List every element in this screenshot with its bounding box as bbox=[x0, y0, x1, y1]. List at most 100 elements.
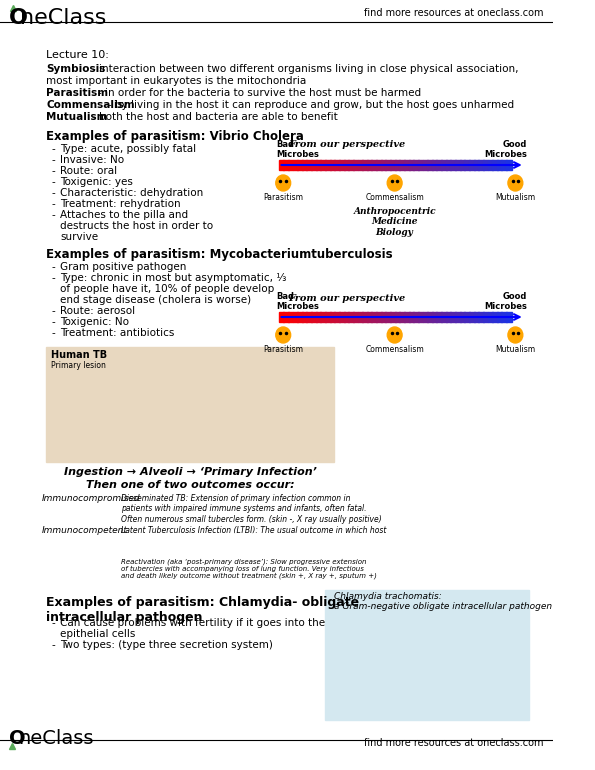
Bar bbox=[394, 160, 400, 170]
Circle shape bbox=[508, 175, 523, 191]
Text: Route: aerosol: Route: aerosol bbox=[60, 306, 136, 316]
Bar bbox=[422, 160, 428, 170]
Bar bbox=[46, 347, 334, 462]
Bar bbox=[330, 160, 335, 170]
Bar bbox=[460, 160, 465, 170]
Text: -: - bbox=[51, 640, 55, 650]
Bar bbox=[283, 312, 289, 322]
Bar bbox=[487, 312, 493, 322]
Bar bbox=[427, 160, 433, 170]
Bar bbox=[358, 160, 363, 170]
Text: Lecture 10:: Lecture 10: bbox=[46, 50, 109, 60]
Bar bbox=[278, 312, 284, 322]
Text: Disseminated TB: Extension of primary infection common in
patients with impaired: Disseminated TB: Extension of primary in… bbox=[121, 494, 381, 524]
Text: Parasitism: Parasitism bbox=[263, 345, 303, 354]
Text: Mutualism: Mutualism bbox=[495, 193, 536, 202]
Bar bbox=[116, 533, 367, 563]
Bar bbox=[353, 160, 358, 170]
Bar bbox=[478, 312, 484, 322]
Text: - in order for the bacteria to survive the host must be harmed: - in order for the bacteria to survive t… bbox=[98, 88, 421, 98]
Bar bbox=[469, 312, 474, 322]
Text: Treatment: rehydration: Treatment: rehydration bbox=[60, 199, 181, 209]
Text: find more resources at oneclass.com: find more resources at oneclass.com bbox=[364, 8, 543, 18]
Text: most important in eukaryotes is the mitochondria: most important in eukaryotes is the mito… bbox=[46, 76, 306, 86]
Text: Bad
Microbes: Bad Microbes bbox=[277, 139, 320, 159]
Text: Chlamydia trachomatis:
a Gram-negative obligate intracellular pathogen: Chlamydia trachomatis: a Gram-negative o… bbox=[334, 592, 552, 611]
Bar bbox=[483, 312, 488, 322]
Text: Characteristic: dehydration: Characteristic: dehydration bbox=[60, 188, 203, 198]
Bar bbox=[325, 160, 331, 170]
Text: Ingestion → Alveoli → ‘Primary Infection’: Ingestion → Alveoli → ‘Primary Infection… bbox=[64, 467, 317, 477]
Bar bbox=[381, 312, 386, 322]
Bar bbox=[362, 312, 368, 322]
Text: Toxigenic: yes: Toxigenic: yes bbox=[60, 177, 133, 187]
Bar bbox=[302, 160, 308, 170]
Bar bbox=[497, 312, 502, 322]
Text: Type: acute, possibly fatal: Type: acute, possibly fatal bbox=[60, 144, 196, 154]
Bar bbox=[339, 160, 345, 170]
Bar bbox=[492, 312, 498, 322]
Bar bbox=[376, 312, 381, 322]
Text: destructs the host in order to: destructs the host in order to bbox=[60, 221, 214, 231]
Bar bbox=[506, 160, 512, 170]
Bar bbox=[316, 312, 321, 322]
Bar bbox=[460, 312, 465, 322]
Bar bbox=[334, 312, 340, 322]
Text: Commensalism: Commensalism bbox=[46, 100, 135, 110]
Text: From our perspective: From our perspective bbox=[288, 140, 405, 149]
Bar bbox=[306, 160, 312, 170]
Text: Commensalism: Commensalism bbox=[365, 193, 424, 202]
Bar bbox=[492, 160, 498, 170]
Bar bbox=[278, 160, 284, 170]
Bar bbox=[386, 160, 391, 170]
Bar bbox=[432, 160, 437, 170]
Circle shape bbox=[508, 327, 523, 343]
Bar bbox=[446, 160, 451, 170]
Text: Good
Microbes: Good Microbes bbox=[484, 139, 527, 159]
Text: From our perspective: From our perspective bbox=[288, 294, 405, 303]
Bar bbox=[330, 312, 335, 322]
Bar bbox=[441, 312, 447, 322]
Bar bbox=[297, 160, 303, 170]
Text: Anthropocentric
Medicine
Biology: Anthropocentric Medicine Biology bbox=[353, 207, 436, 237]
Bar bbox=[497, 160, 502, 170]
Text: Invasive: No: Invasive: No bbox=[60, 155, 124, 165]
Text: -: - bbox=[51, 188, 55, 198]
Text: neClass: neClass bbox=[18, 729, 94, 748]
Text: Attaches to the pilla and: Attaches to the pilla and bbox=[60, 210, 189, 220]
Bar bbox=[502, 312, 507, 322]
Text: -: - bbox=[51, 262, 55, 272]
Text: Parasitism: Parasitism bbox=[46, 88, 108, 98]
Bar bbox=[390, 312, 396, 322]
Bar bbox=[376, 160, 381, 170]
Bar bbox=[432, 312, 437, 322]
Bar bbox=[358, 312, 363, 322]
Bar bbox=[283, 160, 289, 170]
Text: Then one of two outcomes occur:: Then one of two outcomes occur: bbox=[86, 480, 295, 490]
Text: -: - bbox=[51, 273, 55, 283]
Bar bbox=[320, 160, 326, 170]
Text: Parasitism: Parasitism bbox=[263, 193, 303, 202]
Bar bbox=[371, 312, 377, 322]
Text: neClass: neClass bbox=[20, 8, 106, 28]
Bar bbox=[446, 312, 451, 322]
Bar bbox=[404, 312, 409, 322]
Bar bbox=[297, 312, 303, 322]
Text: -: - bbox=[51, 144, 55, 154]
Bar bbox=[409, 160, 414, 170]
Text: survive: survive bbox=[60, 232, 99, 242]
Text: Mutualism: Mutualism bbox=[46, 112, 108, 122]
Text: Reactivation (aka ‘post-primary disease’): Slow progressive extension
of tubercl: Reactivation (aka ‘post-primary disease’… bbox=[121, 558, 377, 579]
Text: Two types: (type three secretion system): Two types: (type three secretion system) bbox=[60, 640, 273, 650]
Bar bbox=[502, 160, 507, 170]
Bar bbox=[288, 160, 293, 170]
Bar bbox=[478, 160, 484, 170]
Bar bbox=[371, 160, 377, 170]
Bar bbox=[306, 312, 312, 322]
Text: Immunocompetent: Immunocompetent bbox=[42, 526, 128, 535]
Bar bbox=[474, 160, 479, 170]
Bar bbox=[325, 590, 530, 720]
Bar bbox=[464, 160, 470, 170]
Bar bbox=[339, 312, 345, 322]
Bar bbox=[455, 312, 461, 322]
